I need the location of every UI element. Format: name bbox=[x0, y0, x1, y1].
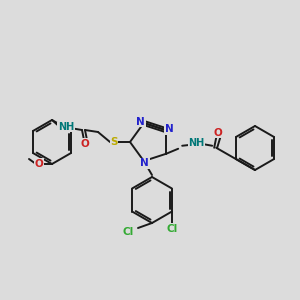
Text: NH: NH bbox=[58, 122, 74, 132]
Text: O: O bbox=[34, 159, 43, 169]
Text: Cl: Cl bbox=[166, 224, 178, 233]
Text: O: O bbox=[81, 139, 89, 149]
Text: Cl: Cl bbox=[122, 227, 134, 237]
Text: N: N bbox=[140, 158, 149, 168]
Text: NH: NH bbox=[188, 138, 204, 148]
Text: S: S bbox=[110, 137, 118, 147]
Text: N: N bbox=[136, 117, 145, 127]
Text: N: N bbox=[165, 124, 174, 134]
Text: O: O bbox=[214, 128, 223, 138]
